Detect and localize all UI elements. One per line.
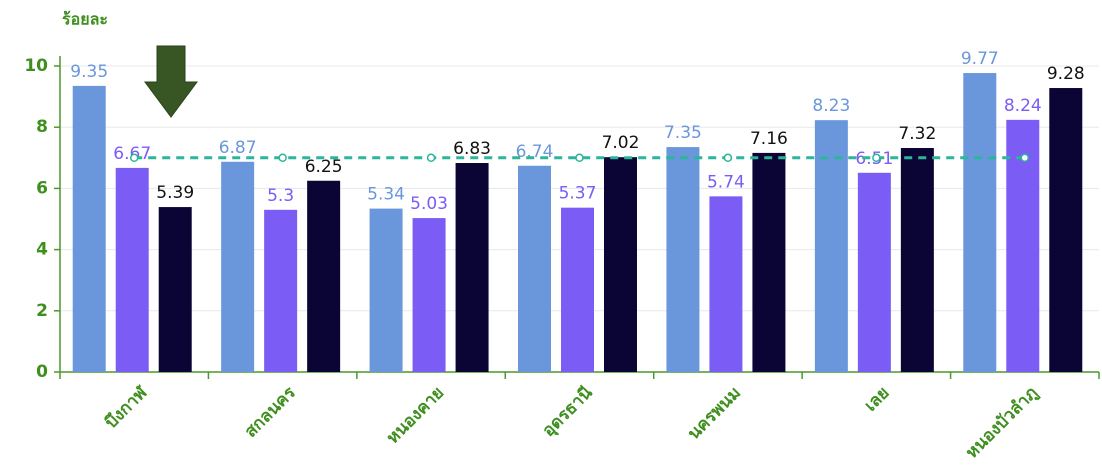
bar — [814, 120, 848, 372]
data-label: 5.3 — [267, 186, 294, 206]
bar — [1049, 88, 1083, 373]
bar — [709, 196, 743, 372]
y-axis-label: ร้อยละ — [62, 10, 108, 29]
data-label: 5.74 — [707, 172, 745, 192]
line-point — [575, 153, 584, 163]
line-point — [723, 153, 733, 163]
bar — [412, 218, 446, 372]
bar — [900, 148, 934, 372]
line-point — [129, 153, 139, 163]
bar — [666, 147, 700, 372]
data-label: 6.87 — [219, 138, 257, 158]
x-tick-label: บึงกาฬ — [101, 382, 152, 433]
x-tick-label: หนองคาย — [383, 383, 448, 448]
x-tick-label: อุดรธานี — [538, 382, 597, 441]
bar — [455, 163, 489, 372]
data-label: 7.32 — [898, 124, 936, 144]
data-label: 5.03 — [410, 194, 448, 214]
data-label: 8.24 — [1004, 96, 1042, 116]
x-tick-label: สกลนคร — [241, 382, 300, 441]
bar — [221, 161, 255, 372]
data-label: 7.35 — [664, 123, 702, 143]
bar — [561, 207, 594, 372]
x-tick-label: นครพนม — [684, 383, 745, 444]
y-tick-label: 6 — [36, 178, 48, 198]
arrow-annotation — [144, 45, 198, 118]
bar — [264, 209, 298, 372]
data-label: 5.34 — [367, 185, 405, 205]
bar — [752, 152, 786, 372]
bar — [857, 172, 891, 372]
y-tick-label: 0 — [36, 362, 48, 382]
y-tick-label: 2 — [36, 301, 48, 321]
line-point — [426, 153, 436, 163]
bar — [307, 180, 341, 372]
bar — [518, 165, 551, 372]
data-label: 9.35 — [70, 62, 108, 82]
data-label: 9.77 — [961, 49, 999, 69]
bar — [604, 157, 637, 372]
bar — [72, 85, 106, 372]
marks — [72, 73, 1083, 373]
line-point — [278, 153, 287, 163]
y-tick-label: 8 — [36, 117, 48, 137]
data-label: 6.25 — [305, 157, 343, 177]
x-tick-label: เลย — [861, 383, 894, 416]
data-label: 8.23 — [812, 96, 850, 116]
bar — [158, 207, 192, 372]
y-tick-label: 10 — [24, 56, 48, 76]
bar — [369, 208, 403, 372]
line-point — [1020, 153, 1030, 163]
data-label: 9.28 — [1047, 64, 1085, 84]
data-label: 6.83 — [453, 139, 491, 159]
bar — [115, 167, 149, 372]
data-label: 5.39 — [156, 183, 194, 203]
line-point — [872, 153, 881, 163]
data-label: 5.37 — [559, 184, 597, 204]
data-label: 7.02 — [602, 133, 640, 153]
data-label: 7.16 — [750, 129, 788, 149]
bar — [963, 73, 997, 373]
x-tick-label: หนองบัวลำภู — [962, 383, 1043, 464]
bar — [1006, 119, 1040, 372]
y-tick-label: 4 — [36, 240, 48, 260]
